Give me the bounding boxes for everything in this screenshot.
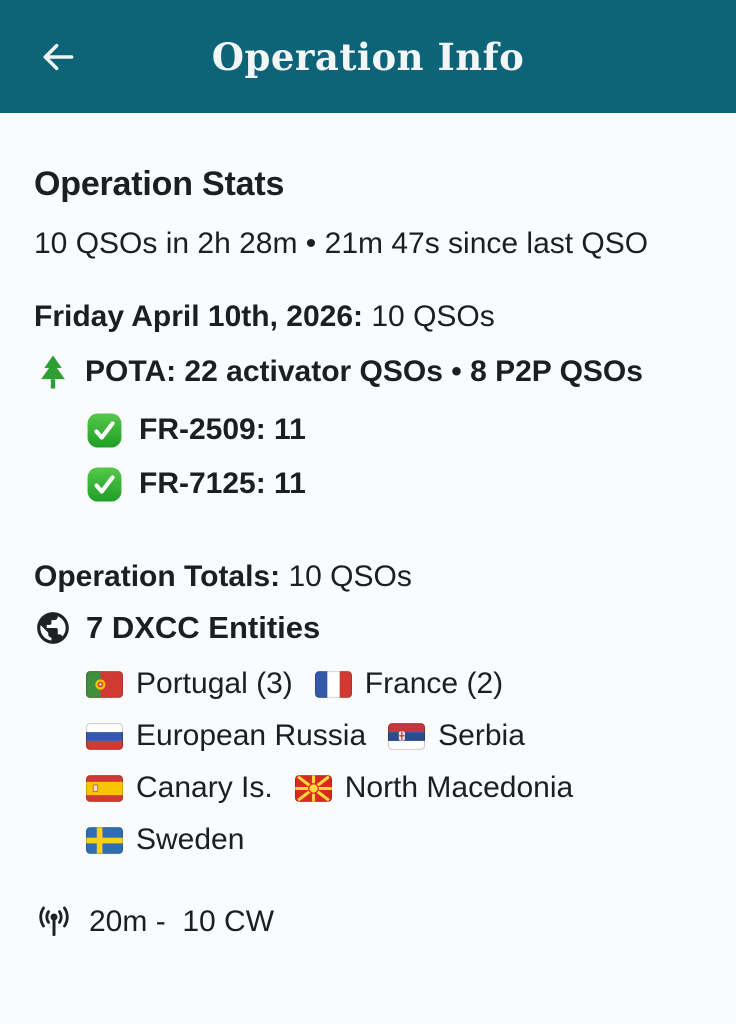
band-mode-summary: 20m - 10 CW bbox=[89, 905, 275, 938]
totals-label: Operation Totals: bbox=[34, 560, 281, 593]
entity-name: European Russia bbox=[136, 719, 367, 752]
entity: Canary Is. bbox=[86, 770, 273, 806]
north-macedonia-flag-icon bbox=[294, 774, 332, 802]
entity: Portugal (3) bbox=[86, 666, 293, 702]
serbia-flag-icon bbox=[388, 722, 426, 750]
portugal-flag-icon bbox=[86, 670, 123, 698]
pota-summary: POTA: 22 activator QSOs • 8 P2P QSOs bbox=[85, 355, 643, 388]
back-button[interactable] bbox=[32, 31, 84, 83]
app-bar: Operation Info bbox=[0, 0, 736, 113]
park-row: FR-2509: 11 bbox=[86, 409, 702, 451]
page-title: Operation Info bbox=[211, 34, 525, 79]
spain-flag-icon bbox=[86, 774, 123, 802]
entity: Serbia bbox=[388, 718, 525, 754]
park-list: FR-2509: 11 FR-7125: 11 bbox=[86, 409, 702, 505]
stats-heading: Operation Stats bbox=[34, 165, 285, 203]
entity-name: Serbia bbox=[438, 719, 525, 752]
sweden-flag-icon bbox=[86, 826, 123, 854]
entity-row: Portugal (3) France (2) bbox=[86, 666, 702, 702]
park-label: FR-7125: 11 bbox=[139, 467, 306, 500]
arrow-left-icon bbox=[43, 43, 74, 70]
entity: France (2) bbox=[314, 666, 504, 702]
entity: Sweden bbox=[86, 822, 244, 858]
stats-summary: 10 QSOs in 2h 28m • 21m 47s since last Q… bbox=[34, 227, 649, 260]
entity-name: Sweden bbox=[136, 823, 245, 856]
entity-row: Sweden bbox=[86, 822, 702, 858]
entity: North Macedonia bbox=[294, 770, 574, 806]
check-mark-icon bbox=[87, 413, 122, 447]
dxcc-entity-list: Portugal (3) France (2) bbox=[86, 666, 702, 858]
band-summary-line: 20m - 10 CW bbox=[34, 902, 702, 942]
entity-name: France (2) bbox=[364, 667, 504, 700]
russia-flag-icon bbox=[86, 722, 123, 750]
content: Operation Stats 10 QSOs in 2h 28m • 21m … bbox=[0, 113, 736, 942]
totals-value: 10 QSOs bbox=[288, 560, 412, 593]
pota-stats-line: POTA: 22 activator QSOs • 8 P2P QSOs bbox=[34, 352, 702, 392]
globe-icon bbox=[37, 612, 69, 644]
dxcc-line: 7 DXCC Entities bbox=[34, 609, 702, 647]
day-stats-line: Friday April 10th, 2026: 10 QSOs bbox=[34, 297, 702, 337]
dxcc-heading: 7 DXCC Entities bbox=[86, 610, 321, 645]
operation-totals-line: Operation Totals: 10 QSOs bbox=[34, 557, 702, 597]
entity-row: Canary Is. North Mace bbox=[86, 770, 702, 806]
antenna-signal-icon bbox=[39, 906, 69, 937]
evergreen-tree-icon bbox=[41, 355, 65, 389]
park-row: FR-7125: 11 bbox=[86, 463, 702, 505]
day-label: Friday April 10th, 2026: bbox=[34, 300, 364, 333]
entity-name: North Macedonia bbox=[344, 771, 574, 804]
check-mark-icon bbox=[87, 467, 122, 501]
entity-row: European Russia Serbia bbox=[86, 718, 702, 754]
entity-name: Portugal (3) bbox=[136, 667, 293, 700]
park-label: FR-2509: 11 bbox=[139, 413, 306, 446]
day-value: 10 QSOs bbox=[371, 300, 495, 333]
france-flag-icon bbox=[314, 670, 352, 698]
entity-name: Canary Is. bbox=[136, 771, 273, 804]
entity: European Russia bbox=[86, 718, 366, 754]
